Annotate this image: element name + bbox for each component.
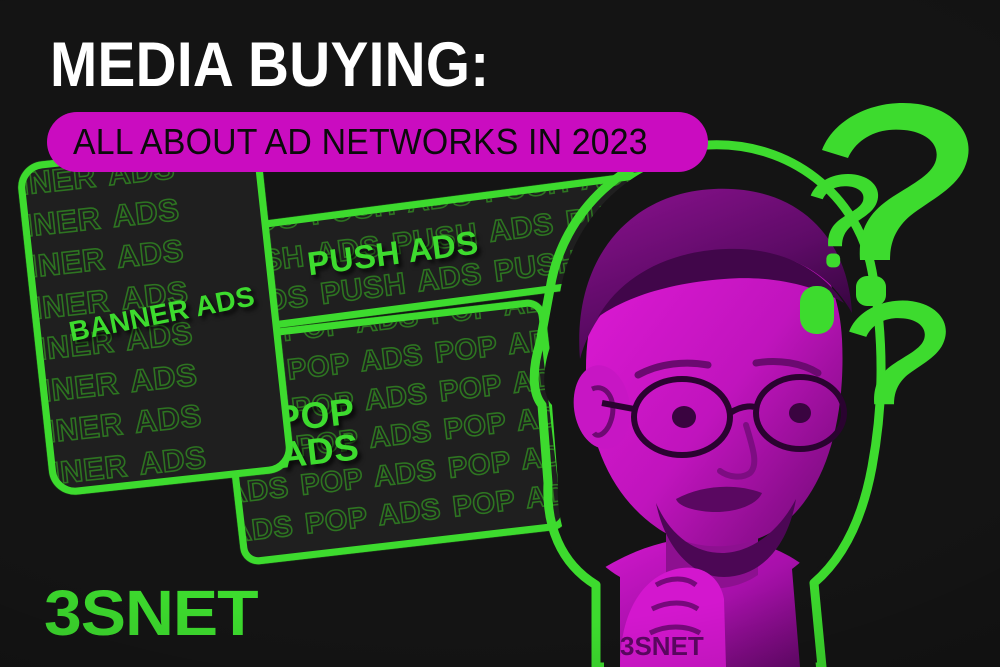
- question-mark-medium: [849, 300, 946, 405]
- page-title: MEDIA BUYING:: [50, 30, 490, 100]
- subtitle-pill: ALL ABOUT AD NETWORKS IN 2023: [47, 112, 709, 172]
- card-push-ads[interactable]: PUSH ADS PUSH ADS PUSH ADS PUSH ADS PUSH…: [242, 169, 674, 331]
- brand-logo[interactable]: 3SNET: [44, 577, 259, 649]
- question-mark-large: [822, 102, 969, 306]
- card-banner-ads[interactable]: BANNER ADS BANNER ADS BANNER ADS BANNER …: [15, 137, 296, 498]
- question-marks-group: [790, 90, 1000, 410]
- subtitle-text: ALL ABOUT AD NETWORKS IN 2023: [73, 121, 648, 162]
- question-mark-dot: [800, 286, 834, 334]
